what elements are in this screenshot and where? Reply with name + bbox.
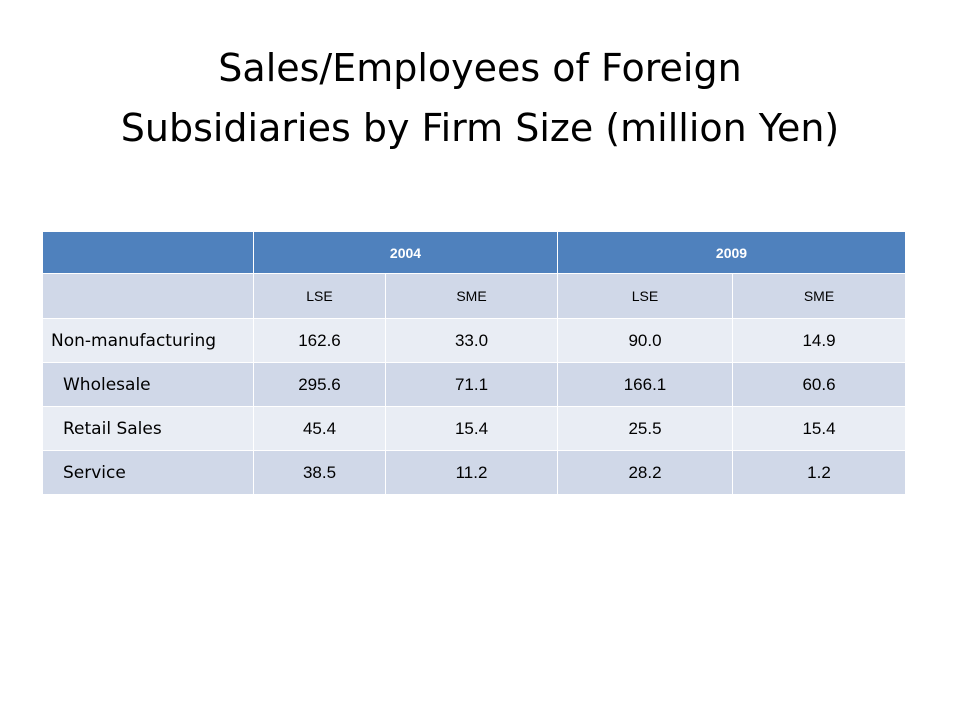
value-cell: 38.5 [253, 450, 386, 495]
value-cell: 162.6 [253, 318, 386, 363]
value-cell: 28.2 [557, 450, 733, 495]
title-line: Sales/Employees of Foreign [218, 46, 742, 90]
size-header: LSE [557, 273, 733, 319]
value-cell: 60.6 [732, 362, 906, 407]
value-cell: 45.4 [253, 406, 386, 451]
value-cell: 15.4 [385, 406, 558, 451]
row-label: Non-manufacturing [42, 318, 254, 363]
size-header: LSE [253, 273, 386, 319]
row-label: Service [42, 450, 254, 495]
year-header: 2009 [557, 231, 906, 274]
table-row: Service 38.5 11.2 28.2 1.2 [42, 450, 906, 495]
value-cell: 25.5 [557, 406, 733, 451]
corner-cell [42, 231, 254, 274]
corner-cell [42, 273, 254, 319]
value-cell: 295.6 [253, 362, 386, 407]
value-cell: 166.1 [557, 362, 733, 407]
year-header: 2004 [253, 231, 558, 274]
value-cell: 11.2 [385, 450, 558, 495]
value-cell: 33.0 [385, 318, 558, 363]
value-cell: 14.9 [732, 318, 906, 363]
row-label: Wholesale [42, 362, 254, 407]
row-label: Retail Sales [42, 406, 254, 451]
value-cell: 71.1 [385, 362, 558, 407]
table-row: Retail Sales 45.4 15.4 25.5 15.4 [42, 406, 906, 451]
value-cell: 1.2 [732, 450, 906, 495]
value-cell: 90.0 [557, 318, 733, 363]
data-table: 2004 2009 LSE SME LSE SME Non-manufacturing 162… [42, 231, 906, 495]
slide-title: Sales/Employees of Foreign Subsidiaries … [0, 38, 960, 158]
header-row: 2004 2009 [42, 231, 906, 274]
title-line: Subsidiaries by Firm Size (million Yen) [120, 106, 840, 150]
size-header: SME [732, 273, 906, 319]
size-header: SME [385, 273, 558, 319]
table-row: Wholesale 295.6 71.1 166.1 60.6 [42, 362, 906, 407]
table-row: Non-manufacturing 162.6 33.0 90.0 14.9 [42, 318, 906, 363]
subheader-row: LSE SME LSE SME [42, 273, 906, 319]
value-cell: 15.4 [732, 406, 906, 451]
